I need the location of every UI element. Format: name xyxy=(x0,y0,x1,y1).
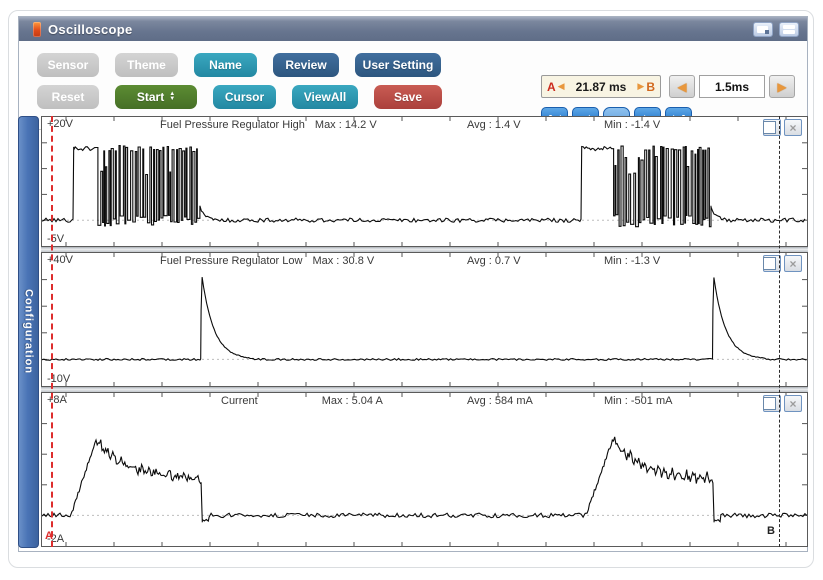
reset-button[interactable]: Reset xyxy=(37,85,99,109)
channel-max: Max : 5.04 A xyxy=(321,395,383,407)
channel-panel-3: +8A Current Max : 5.04 A Avg : 584 mA Mi… xyxy=(41,392,808,547)
cursor-a-label: A xyxy=(547,79,556,94)
window-title: Oscilloscope xyxy=(48,21,133,37)
cursor-a-marker: A xyxy=(45,530,53,542)
scale-bottom-label: -5V xyxy=(47,233,65,245)
start-label: Start xyxy=(136,90,165,104)
channel-max: Max : 30.8 V xyxy=(312,255,375,267)
viewall-button[interactable]: ViewAll xyxy=(292,85,358,109)
cursor-delta-readout: A ◀ 21.87 ms ▶ B xyxy=(541,75,661,98)
start-button[interactable]: Start ▲ ▼ xyxy=(115,85,197,109)
monitor-icon xyxy=(757,25,768,33)
sidebar-tab-configuration[interactable]: Configuration xyxy=(18,116,39,548)
name-button[interactable]: Name xyxy=(194,53,257,77)
cursor-b-marker: B xyxy=(767,525,775,537)
timebase-increase-button[interactable]: ▶ xyxy=(769,75,795,98)
oscilloscope-window: Oscilloscope Sensor Theme Name Review Us… xyxy=(18,16,808,552)
channel-separator xyxy=(41,387,808,392)
channel-checkbox[interactable] xyxy=(763,397,776,410)
arrow-right-icon: ▶ xyxy=(637,81,645,91)
channel-close-button[interactable]: × xyxy=(784,395,802,412)
channel-close-button[interactable]: × xyxy=(784,255,802,272)
channel-avg: Avg : 584 mA xyxy=(467,395,533,407)
channel-panel-1: +20V Fuel Pressure Regulator High Max : … xyxy=(41,116,808,247)
channel-close-button[interactable]: × xyxy=(784,119,802,136)
waveform-ch3 xyxy=(42,393,807,546)
timebase-field[interactable] xyxy=(699,75,765,98)
monitor-button[interactable] xyxy=(753,21,773,37)
channel-separator xyxy=(41,247,808,252)
scale-top-label: +40V xyxy=(47,254,73,266)
channel-min: Min : -501 mA xyxy=(604,395,673,407)
arrow-left-icon: ◀ xyxy=(677,79,687,94)
timebase-decrease-button[interactable]: ◀ xyxy=(669,75,695,98)
cursor-a-line[interactable] xyxy=(51,116,53,547)
titlebar: Oscilloscope xyxy=(19,17,807,41)
channel-avg: Avg : 0.7 V xyxy=(467,255,521,267)
channel-title: Current xyxy=(221,395,258,407)
save-button[interactable]: Save xyxy=(374,85,442,109)
channel-avg: Avg : 1.4 V xyxy=(467,119,521,131)
waveform-ch1 xyxy=(42,117,807,246)
arrow-right-icon: ▶ xyxy=(777,79,787,94)
review-button[interactable]: Review xyxy=(273,53,339,77)
cursor-button[interactable]: Cursor xyxy=(213,85,276,109)
arrow-left-icon: ◀ xyxy=(557,81,565,91)
outer-card xyxy=(8,10,814,568)
user-setting-button[interactable]: User Setting xyxy=(355,53,441,77)
theme-button[interactable]: Theme xyxy=(115,53,178,77)
split-horizontal-icon xyxy=(783,24,795,29)
channel-min: Min : -1.4 V xyxy=(604,119,661,131)
channel-min: Min : -1.3 V xyxy=(604,255,661,267)
cursor-b-line[interactable] xyxy=(779,116,780,547)
sidebar-label: Configuration xyxy=(22,289,35,375)
cursor-b-label: B xyxy=(646,79,655,94)
channel-checkbox[interactable] xyxy=(763,121,776,134)
channel-panel-2: +40V Fuel Pressure Regulator Low Max : 3… xyxy=(41,252,808,387)
app-icon xyxy=(33,21,41,37)
channel-plots: +20V Fuel Pressure Regulator High Max : … xyxy=(41,116,808,547)
channel-title: Fuel Pressure Regulator High xyxy=(160,119,305,131)
spinner-icon: ▲ ▼ xyxy=(169,91,176,102)
split-view-button[interactable] xyxy=(779,21,799,37)
scale-top-label: +8A xyxy=(47,394,67,406)
channel-checkbox[interactable] xyxy=(763,257,776,270)
sensor-button[interactable]: Sensor xyxy=(37,53,99,77)
scale-top-label: +20V xyxy=(47,118,73,130)
channel-max: Max : 14.2 V xyxy=(314,119,377,131)
waveform-ch2 xyxy=(42,253,807,386)
channel-title: Fuel Pressure Regulator Low xyxy=(160,255,303,267)
cursor-delta-value: 21.87 ms xyxy=(575,79,627,94)
